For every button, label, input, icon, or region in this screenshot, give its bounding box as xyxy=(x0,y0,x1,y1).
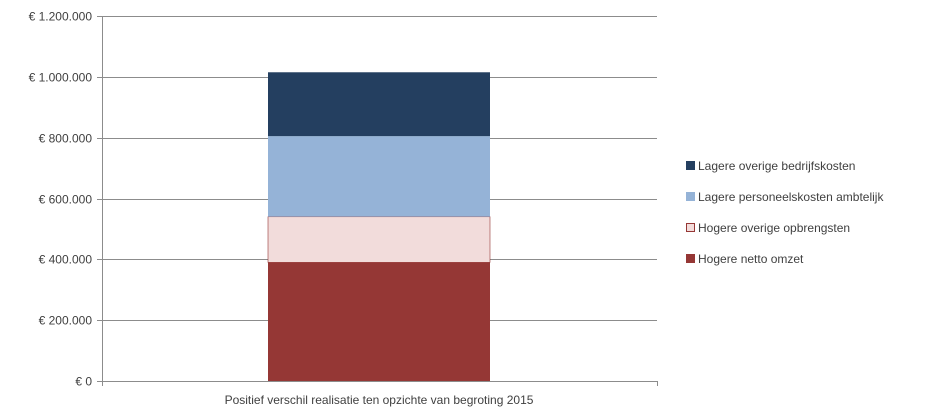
legend-label: Hogere overige opbrengsten xyxy=(698,220,851,235)
legend-item: Lagere personeelskosten ambtelijk xyxy=(686,181,921,212)
y-tick-label: € 600.000 xyxy=(39,193,93,207)
bar-segment-lagere-overige-bedrijfskosten xyxy=(268,72,490,137)
legend-swatch xyxy=(686,223,695,232)
y-tick-label: € 0 xyxy=(75,375,92,389)
x-category-label: Positief verschil realisatie ten opzicht… xyxy=(225,393,534,407)
legend-swatch xyxy=(686,192,695,201)
legend-swatch xyxy=(686,254,695,263)
legend-label: Lagere personeelskosten ambtelijk xyxy=(698,189,884,204)
y-tick-label: € 400.000 xyxy=(39,253,93,267)
legend-item: Hogere overige opbrengsten xyxy=(686,212,921,243)
bar-segment-hogere-overige-opbrengsten xyxy=(267,216,491,263)
y-tick-label: € 200.000 xyxy=(39,314,93,328)
legend-swatch xyxy=(686,161,695,170)
bar-segment-hogere-netto-omzet xyxy=(268,262,490,381)
legend-item: Lagere overige bedrijfskosten xyxy=(686,150,921,181)
legend-item: Hogere netto omzet xyxy=(686,243,921,274)
legend-label: Lagere overige bedrijfskosten xyxy=(698,158,856,173)
y-tick-label: € 1.200.000 xyxy=(29,10,93,24)
legend-label: Hogere netto omzet xyxy=(698,251,804,266)
y-tick-label: € 1.000.000 xyxy=(29,71,93,85)
bar-segment-lagere-personeelskosten-ambtelijk xyxy=(268,136,490,217)
y-tick-label: € 800.000 xyxy=(39,132,93,146)
chart-legend: Lagere overige bedrijfskosten Lagere pers… xyxy=(686,150,921,274)
